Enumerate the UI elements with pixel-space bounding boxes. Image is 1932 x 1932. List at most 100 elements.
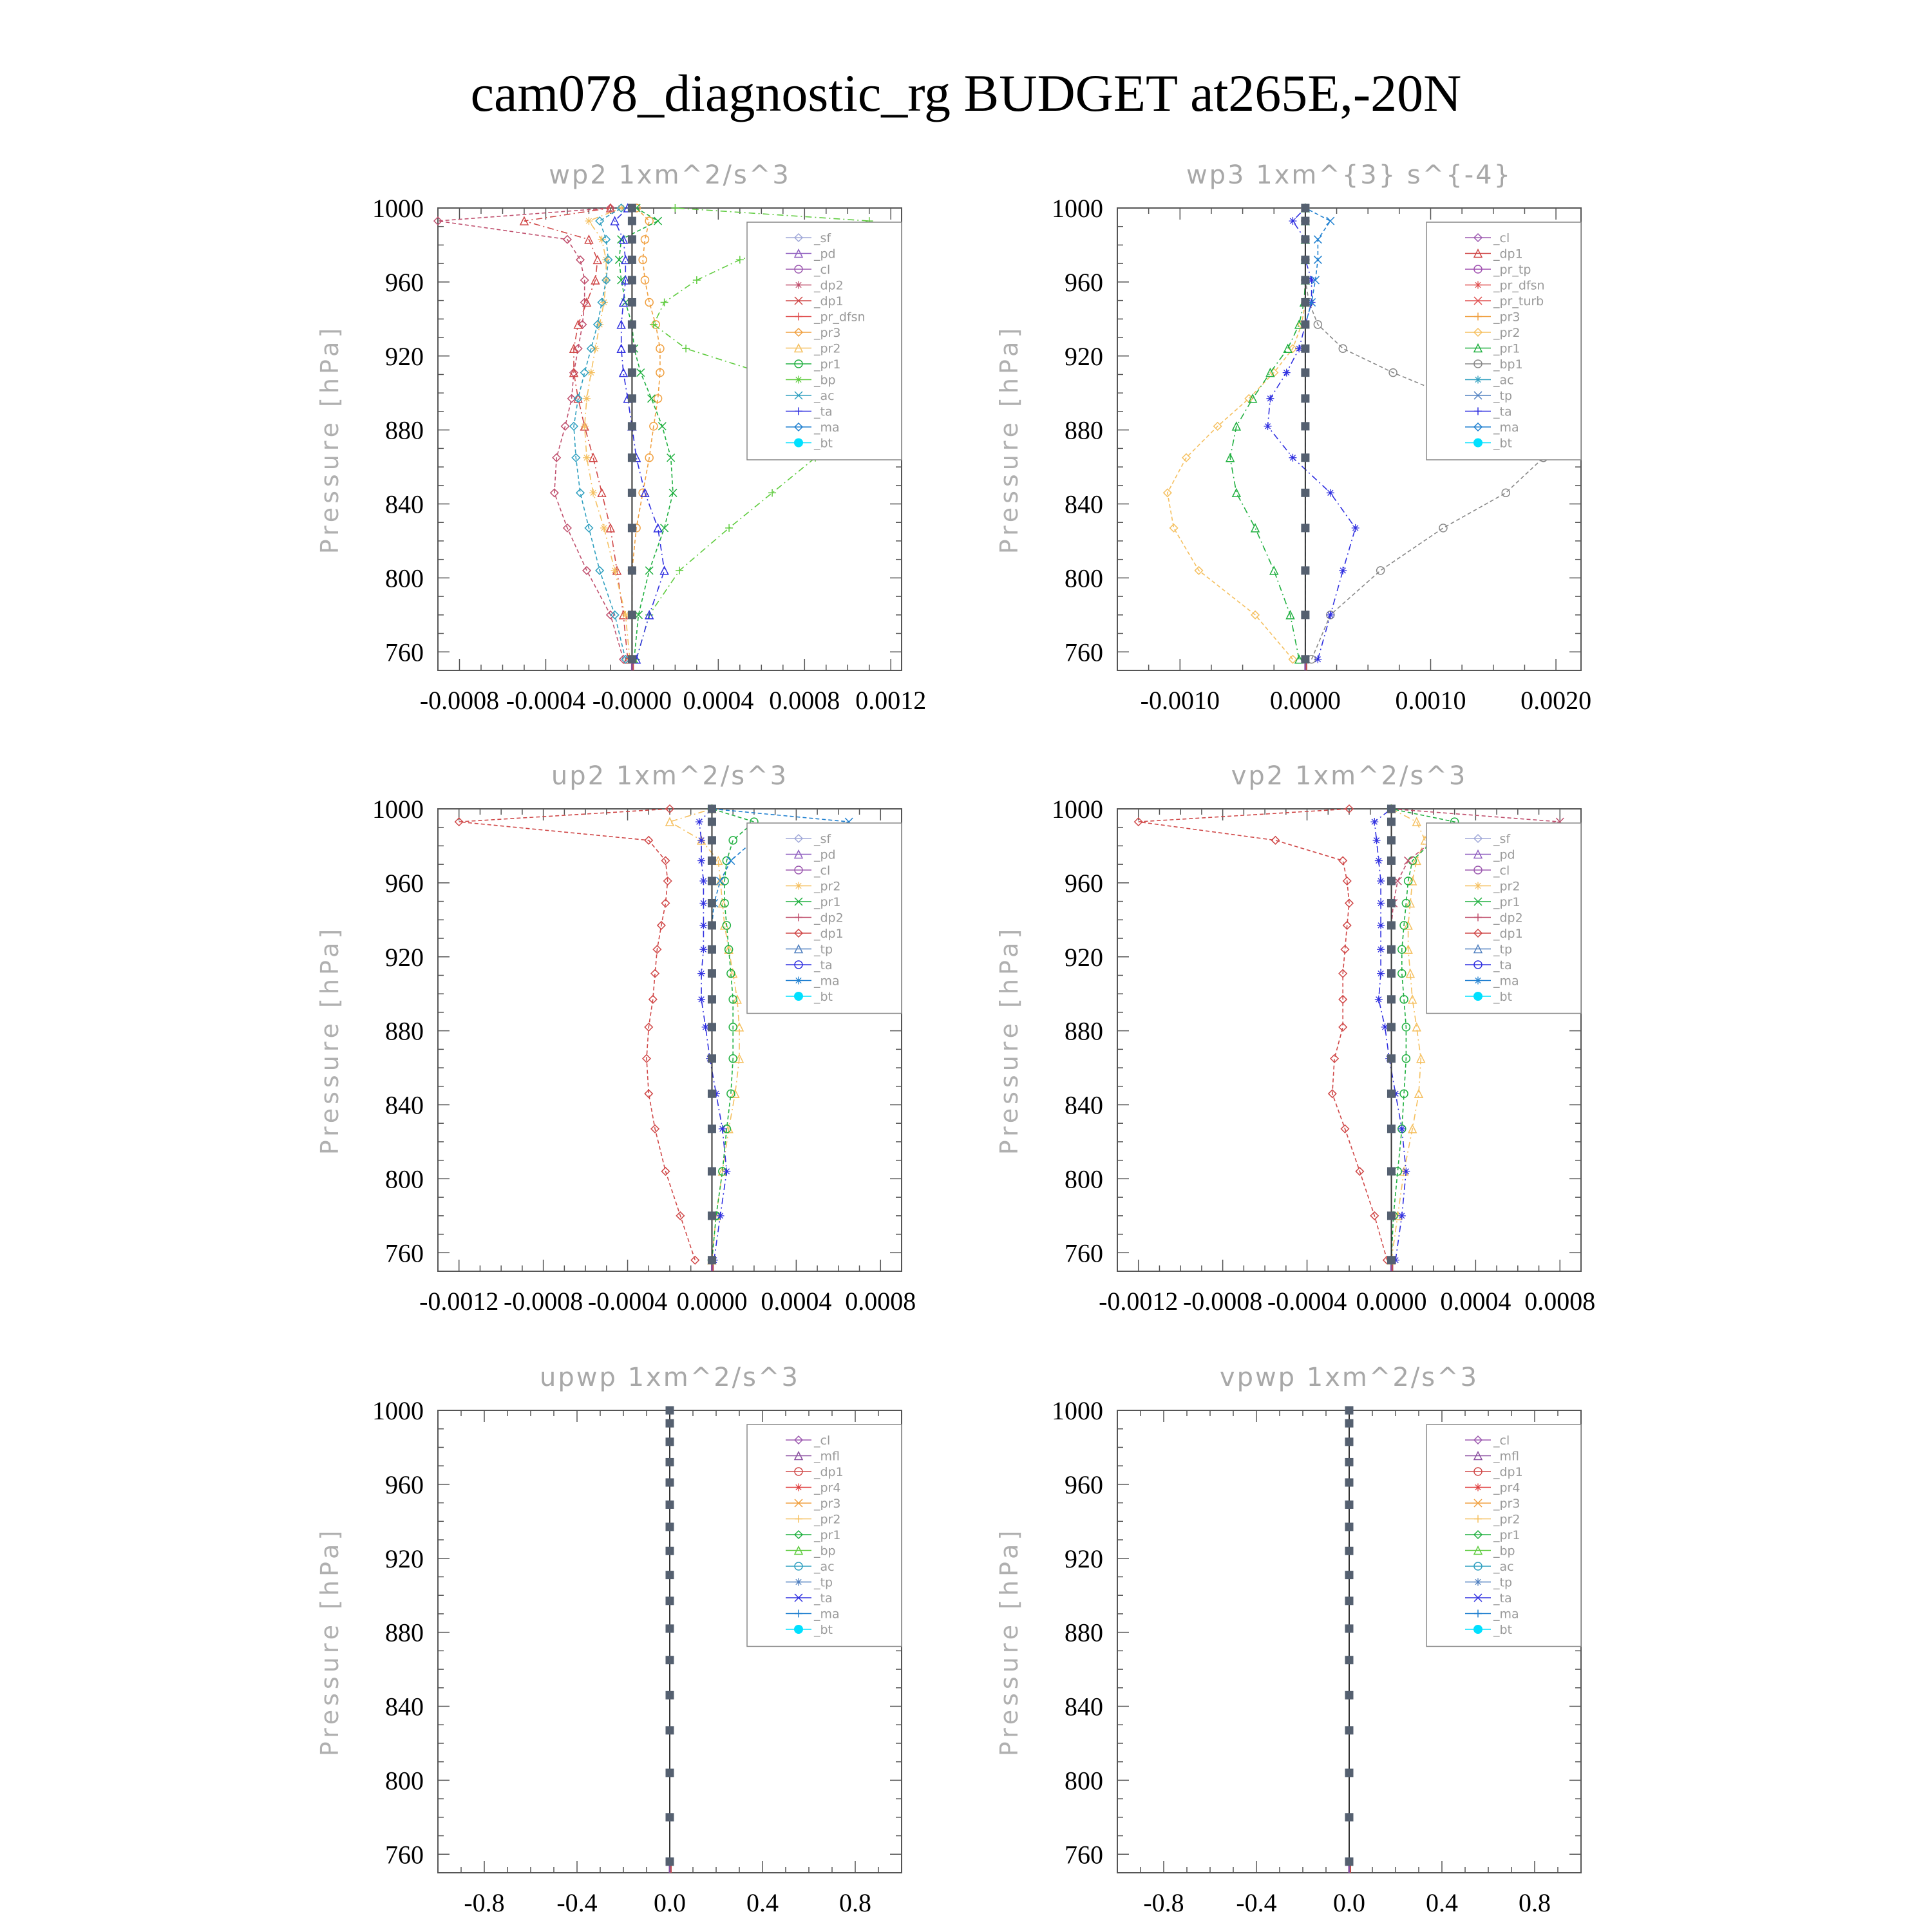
legend-box xyxy=(1426,1424,1582,1647)
marker-pr1 xyxy=(728,1023,737,1032)
marker-bt xyxy=(665,1857,674,1866)
marker-ma xyxy=(1473,422,1483,432)
legend-label: _cl xyxy=(1493,1434,1510,1448)
x-tick-label: 0.0008 xyxy=(1524,1287,1595,1316)
x-tick-label: -0.0012 xyxy=(419,1287,498,1316)
x-tick-label: -0.0004 xyxy=(588,1287,667,1316)
marker-ta xyxy=(640,488,650,498)
marker-pr3 xyxy=(794,1499,803,1508)
panel-title: vpwp 1xm^2/s^3 xyxy=(1220,1363,1479,1392)
marker-pr1 xyxy=(1397,969,1406,978)
marker-pr2 xyxy=(1288,654,1298,664)
legend-label: _tp xyxy=(813,1576,833,1590)
marker-ta xyxy=(699,899,708,907)
marker-bt xyxy=(1387,921,1396,930)
y-tick-label: 880 xyxy=(1065,1618,1103,1647)
marker-bt xyxy=(1345,1726,1354,1735)
marker-ta xyxy=(1351,524,1359,532)
marker-pr1 xyxy=(658,422,667,431)
marker-pr2 xyxy=(1169,523,1179,533)
marker-bt xyxy=(665,1813,674,1822)
marker-bp xyxy=(682,345,690,353)
y-axis-label: Pressure [hPa] xyxy=(316,325,344,554)
marker-bt xyxy=(1301,344,1310,353)
legend-label: _sf xyxy=(1493,832,1511,846)
marker-pr_turb xyxy=(1473,296,1482,305)
marker-mfl xyxy=(793,1450,804,1461)
marker-bp xyxy=(795,375,802,384)
marker-dp1 xyxy=(641,1054,652,1063)
x-tick-label: -0.8 xyxy=(464,1888,504,1917)
legend-label: _ta xyxy=(813,405,833,419)
legend-label: _bp1 xyxy=(1493,357,1523,372)
x-tick-label: 0.4 xyxy=(746,1888,779,1917)
marker-ma xyxy=(726,856,735,865)
marker-bt xyxy=(707,876,716,886)
legend-label: _pr1 xyxy=(1493,342,1520,356)
legend-label: _tp xyxy=(1493,389,1512,403)
marker-ac xyxy=(601,234,611,244)
marker-bp1 xyxy=(1388,368,1397,377)
marker-bt xyxy=(1345,1596,1354,1605)
marker-dp2 xyxy=(582,565,592,575)
marker-bt xyxy=(707,836,716,845)
marker-bp xyxy=(768,489,777,497)
marker-ta xyxy=(1377,899,1385,907)
marker-pd xyxy=(1473,849,1483,859)
marker-pr2 xyxy=(1412,855,1421,866)
y-axis-label: Pressure [hPa] xyxy=(316,1527,344,1757)
legend-label: _pr2 xyxy=(813,880,840,894)
marker-bt xyxy=(1387,1211,1396,1220)
marker-pd xyxy=(793,849,804,859)
marker-bt xyxy=(627,235,636,244)
legend-label: _ta xyxy=(813,958,833,972)
legend: _cl _dp1 _pr_tp _pr_dfsn_pr_turb _pr3_pr2 _pr… xyxy=(1426,222,1582,460)
marker-pr2 xyxy=(1473,327,1483,337)
x-tick-label: -0.0010 xyxy=(1141,686,1220,715)
marker-bt xyxy=(627,488,636,497)
marker-pr3 xyxy=(656,344,665,354)
marker-ta xyxy=(1314,655,1322,663)
marker-pr2 xyxy=(795,882,802,890)
marker-bp xyxy=(649,320,658,328)
marker-pr1 xyxy=(667,453,676,462)
x-tick-label: 0.0004 xyxy=(683,686,753,715)
marker-pr2 xyxy=(587,368,595,377)
series-line xyxy=(1390,808,1426,1260)
y-tick-label: 920 xyxy=(385,943,424,972)
legend-label: _pr3 xyxy=(813,326,840,340)
legend-label: _pr_dfsn xyxy=(813,310,866,325)
marker-pr1 xyxy=(1399,921,1408,930)
marker-ta xyxy=(659,565,669,575)
marker-pr2 xyxy=(617,204,625,212)
marker-pr1 xyxy=(660,524,669,533)
marker-bt xyxy=(1387,817,1396,826)
marker-pr2 xyxy=(1407,1124,1417,1133)
marker-dp2 xyxy=(562,523,572,533)
marker-dp1 xyxy=(519,216,529,225)
marker-bt xyxy=(627,453,636,462)
legend-label: _bp xyxy=(813,1544,836,1558)
legend-label: _ac xyxy=(813,389,835,403)
marker-ta xyxy=(701,1023,710,1031)
marker-pr1 xyxy=(647,394,656,403)
marker-ma xyxy=(1311,276,1320,285)
marker-pr2 xyxy=(583,453,591,462)
marker-dp1 xyxy=(652,945,662,954)
marker-pr2 xyxy=(1288,344,1298,354)
marker-ta xyxy=(1372,836,1381,844)
legend-label: _dp1 xyxy=(1493,247,1523,261)
marker-bt xyxy=(665,1522,674,1531)
panel-2: wp3 1xm^{3} s^{-4} Pressure [hPa] 760 800 84… xyxy=(995,160,1591,715)
marker-pr2 xyxy=(1474,1515,1482,1523)
marker-dp1 xyxy=(650,1124,660,1133)
marker-pr2 xyxy=(1405,898,1416,908)
marker-pr3 xyxy=(653,394,663,403)
marker-ac xyxy=(610,610,620,620)
marker-ma xyxy=(1326,216,1335,225)
marker-bp xyxy=(793,1545,804,1555)
marker-dp1 xyxy=(605,523,616,533)
legend: _sf _pd _cl _pr2_pr1 _dp2 _dp1 _tp_ta _ma_bt xyxy=(1426,822,1582,1014)
marker-bt xyxy=(707,1124,716,1133)
x-tick-label: -0.4 xyxy=(1236,1888,1276,1917)
